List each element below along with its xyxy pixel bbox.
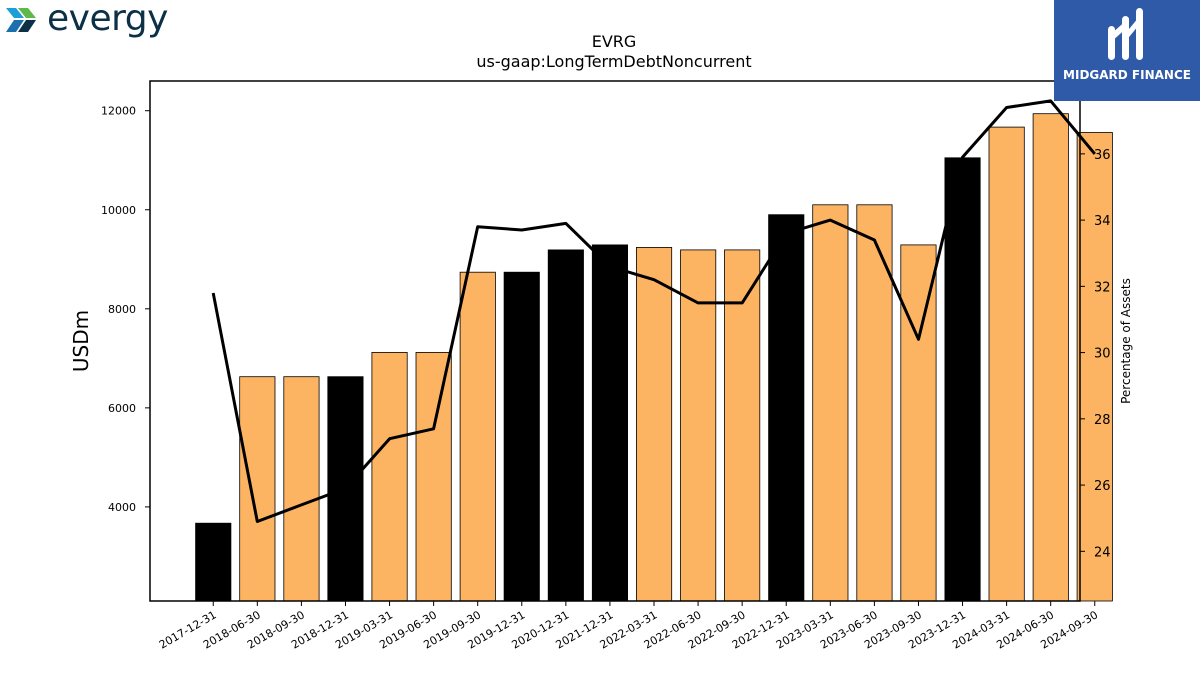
chart-title: EVRG: [591, 32, 637, 51]
publisher-logo: MIDGARD FINANCE: [1054, 0, 1200, 101]
percentage-of-assets-line: [211, 99, 1096, 523]
y2-tick-label: 36: [1094, 148, 1111, 163]
y-tick-label: 12000: [101, 105, 136, 118]
bar-2022-09-30: [724, 249, 761, 602]
bar-2021-12-31: [591, 244, 628, 602]
company-logo: evergy: [6, 0, 196, 46]
bar-2018-09-30: [283, 376, 320, 602]
y2-axis-label: Percentage of Assets: [1119, 278, 1133, 404]
y-tick-label: 4000: [108, 501, 136, 514]
chart-subtitle: us-gaap:LongTermDebtNoncurrent: [476, 52, 752, 71]
y2-tick-label: 32: [1094, 280, 1111, 295]
bars-layer: [195, 113, 1113, 602]
bar-2022-06-30: [680, 249, 717, 602]
bar-2024-03-31: [988, 126, 1025, 602]
y-axis-label: USDm: [69, 310, 93, 372]
y2-tick-label: 34: [1094, 214, 1111, 229]
plot-frame: [149, 80, 1081, 602]
bar-2019-09-30: [459, 271, 496, 602]
y-tick-label: 10000: [101, 204, 136, 217]
y2-tick-label: 28: [1094, 413, 1111, 428]
bar-2019-12-31: [503, 271, 540, 602]
bar-2024-06-30: [1032, 113, 1069, 602]
bar-2020-12-31: [547, 249, 584, 602]
bar-2019-06-30: [415, 351, 452, 602]
y2-tick-label: 30: [1094, 347, 1111, 362]
bar-2022-12-31: [768, 214, 805, 602]
bar-2023-09-30: [900, 244, 937, 602]
bar-2024-09-30: [1076, 132, 1113, 602]
bar-2018-06-30: [239, 376, 276, 602]
y-tick-label: 6000: [108, 402, 136, 415]
chevron-arrows-icon: [6, 8, 36, 32]
y2-tick-label: 26: [1094, 479, 1111, 494]
bar-2019-03-31: [371, 351, 408, 602]
bar-2022-03-31: [636, 246, 673, 602]
y2-tick-label: 24: [1094, 545, 1111, 560]
bar-2017-12-31: [195, 522, 232, 602]
midgard-m-icon: [1108, 8, 1143, 60]
bar-2023-06-30: [856, 204, 893, 602]
bar-2023-03-31: [812, 204, 849, 602]
company-logo-text: evergy: [47, 0, 168, 39]
bar-2023-12-31: [944, 157, 981, 602]
y-tick-label: 8000: [108, 303, 136, 316]
publisher-logo-text: MIDGARD FINANCE: [1063, 68, 1191, 82]
